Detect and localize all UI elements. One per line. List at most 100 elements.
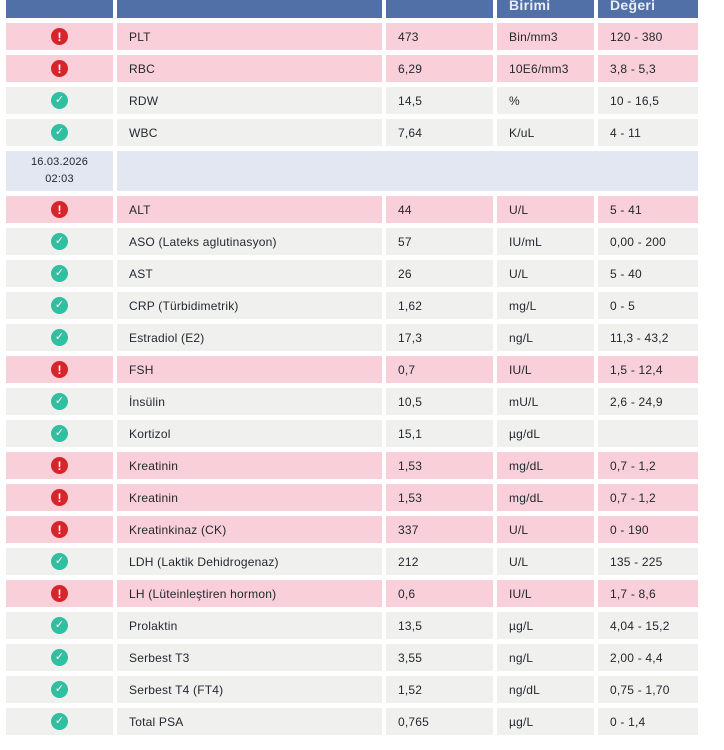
status-cell: !: [6, 580, 113, 607]
date-group-spacer: [117, 151, 698, 191]
table-row: ✓ ASO (Lateks aglutinasyon) 57 IU/mL 0,00 - …: [6, 228, 724, 255]
test-name: Kortizol: [117, 420, 382, 447]
test-value: 44: [386, 196, 493, 223]
table-row: ! Kreatinin 1,53 mg/dL 0,7 - 1,2: [6, 484, 724, 511]
test-value: 26: [386, 260, 493, 287]
status-cell: !: [6, 516, 113, 543]
check-icon: ✓: [51, 553, 68, 570]
reference-range: 3,8 - 5,3: [598, 55, 698, 82]
test-unit: µg/L: [497, 612, 594, 639]
reference-range: 120 - 380: [598, 23, 698, 50]
status-cell: ✓: [6, 260, 113, 287]
table-row: ✓ Kortizol 15,1 µg/dL: [6, 420, 724, 447]
alert-icon: !: [51, 361, 68, 378]
test-value: 0,765: [386, 708, 493, 735]
test-value: 6,29: [386, 55, 493, 82]
check-icon: ✓: [51, 92, 68, 109]
reference-range: 0,7 - 1,2: [598, 452, 698, 479]
reference-range: 5 - 41: [598, 196, 698, 223]
test-unit: K/uL: [497, 119, 594, 146]
status-cell: ✓: [6, 228, 113, 255]
test-value: 0,7: [386, 356, 493, 383]
test-unit: µg/L: [497, 708, 594, 735]
test-value: 337: [386, 516, 493, 543]
table-row: ! RBC 6,29 10E6/mm3 3,8 - 5,3: [6, 55, 724, 82]
reference-range: 0 - 5: [598, 292, 698, 319]
test-unit: IU/mL: [497, 228, 594, 255]
test-name: LH (Lüteinleştiren hormon): [117, 580, 382, 607]
test-unit: U/L: [497, 196, 594, 223]
check-icon: ✓: [51, 124, 68, 141]
test-name: Kreatinin: [117, 452, 382, 479]
alert-icon: !: [51, 28, 68, 45]
reference-range: 4 - 11: [598, 119, 698, 146]
reference-range: 0,7 - 1,2: [598, 484, 698, 511]
header-test-cell: [117, 0, 382, 18]
reference-range: 0 - 1,4: [598, 708, 698, 735]
header-status-cell: [6, 0, 113, 18]
test-unit: U/L: [497, 516, 594, 543]
test-value: 212: [386, 548, 493, 575]
alert-icon: !: [51, 489, 68, 506]
header-result-cell: [386, 0, 493, 18]
test-value: 7,64: [386, 119, 493, 146]
status-cell: ✓: [6, 292, 113, 319]
header-unit-label: Birimi: [509, 0, 551, 13]
test-unit: ng/L: [497, 324, 594, 351]
group-date: 16.03.2026: [30, 155, 89, 168]
test-value: 473: [386, 23, 493, 50]
reference-range: 10 - 16,5: [598, 87, 698, 114]
check-icon: ✓: [51, 233, 68, 250]
check-icon: ✓: [51, 265, 68, 282]
test-name: CRP (Türbidimetrik): [117, 292, 382, 319]
reference-range: 2,6 - 24,9: [598, 388, 698, 415]
test-name: ASO (Lateks aglutinasyon): [117, 228, 382, 255]
table-body: ! PLT 473 Bin/mm3 120 - 380! RBC 6,29 10E6/mm3 3…: [6, 23, 724, 735]
test-name: Prolaktin: [117, 612, 382, 639]
status-cell: ✓: [6, 612, 113, 639]
test-value: 1,53: [386, 484, 493, 511]
table-row: ! Kreatinin 1,53 mg/dL 0,7 - 1,2: [6, 452, 724, 479]
check-icon: ✓: [51, 393, 68, 410]
check-icon: ✓: [51, 329, 68, 346]
group-time: 02:03: [45, 173, 74, 185]
table-row: ✓ Total PSA 0,765 µg/L 0 - 1,4: [6, 708, 724, 735]
test-value: 1,62: [386, 292, 493, 319]
table-row: ✓ Serbest T4 (FT4) 1,52 ng/dL 0,75 - 1,70: [6, 676, 724, 703]
status-cell: !: [6, 452, 113, 479]
test-name: Kreatinkinaz (CK): [117, 516, 382, 543]
table-row: ! ALT 44 U/L 5 - 41: [6, 196, 724, 223]
test-name: FSH: [117, 356, 382, 383]
alert-icon: !: [51, 60, 68, 77]
table-row: ! FSH 0,7 IU/L 1,5 - 12,4: [6, 356, 724, 383]
table-row: ! Kreatinkinaz (CK) 337 U/L 0 - 190: [6, 516, 724, 543]
status-cell: ✓: [6, 420, 113, 447]
header-reference-label: Değeri: [610, 0, 656, 13]
test-unit: U/L: [497, 548, 594, 575]
test-name: LDH (Laktik Dehidrogenaz): [117, 548, 382, 575]
test-unit: %: [497, 87, 594, 114]
test-unit: Bin/mm3: [497, 23, 594, 50]
status-cell: ✓: [6, 548, 113, 575]
table-row: ✓ Prolaktin 13,5 µg/L 4,04 - 15,2: [6, 612, 724, 639]
status-cell: ✓: [6, 708, 113, 735]
test-name: ALT: [117, 196, 382, 223]
check-icon: ✓: [51, 297, 68, 314]
alert-icon: !: [51, 201, 68, 218]
table-row: ✓ WBC 7,64 K/uL 4 - 11: [6, 119, 724, 146]
test-value: 1,53: [386, 452, 493, 479]
status-cell: !: [6, 55, 113, 82]
test-unit: mg/dL: [497, 484, 594, 511]
date-group-cell: 16.03.2026 02:03: [6, 151, 113, 191]
test-name: Serbest T3: [117, 644, 382, 671]
reference-range: [598, 420, 698, 447]
test-name: RBC: [117, 55, 382, 82]
test-unit: mg/L: [497, 292, 594, 319]
test-name: AST: [117, 260, 382, 287]
reference-range: 1,5 - 12,4: [598, 356, 698, 383]
test-value: 14,5: [386, 87, 493, 114]
reference-range: 5 - 40: [598, 260, 698, 287]
status-cell: !: [6, 356, 113, 383]
test-value: 1,52: [386, 676, 493, 703]
